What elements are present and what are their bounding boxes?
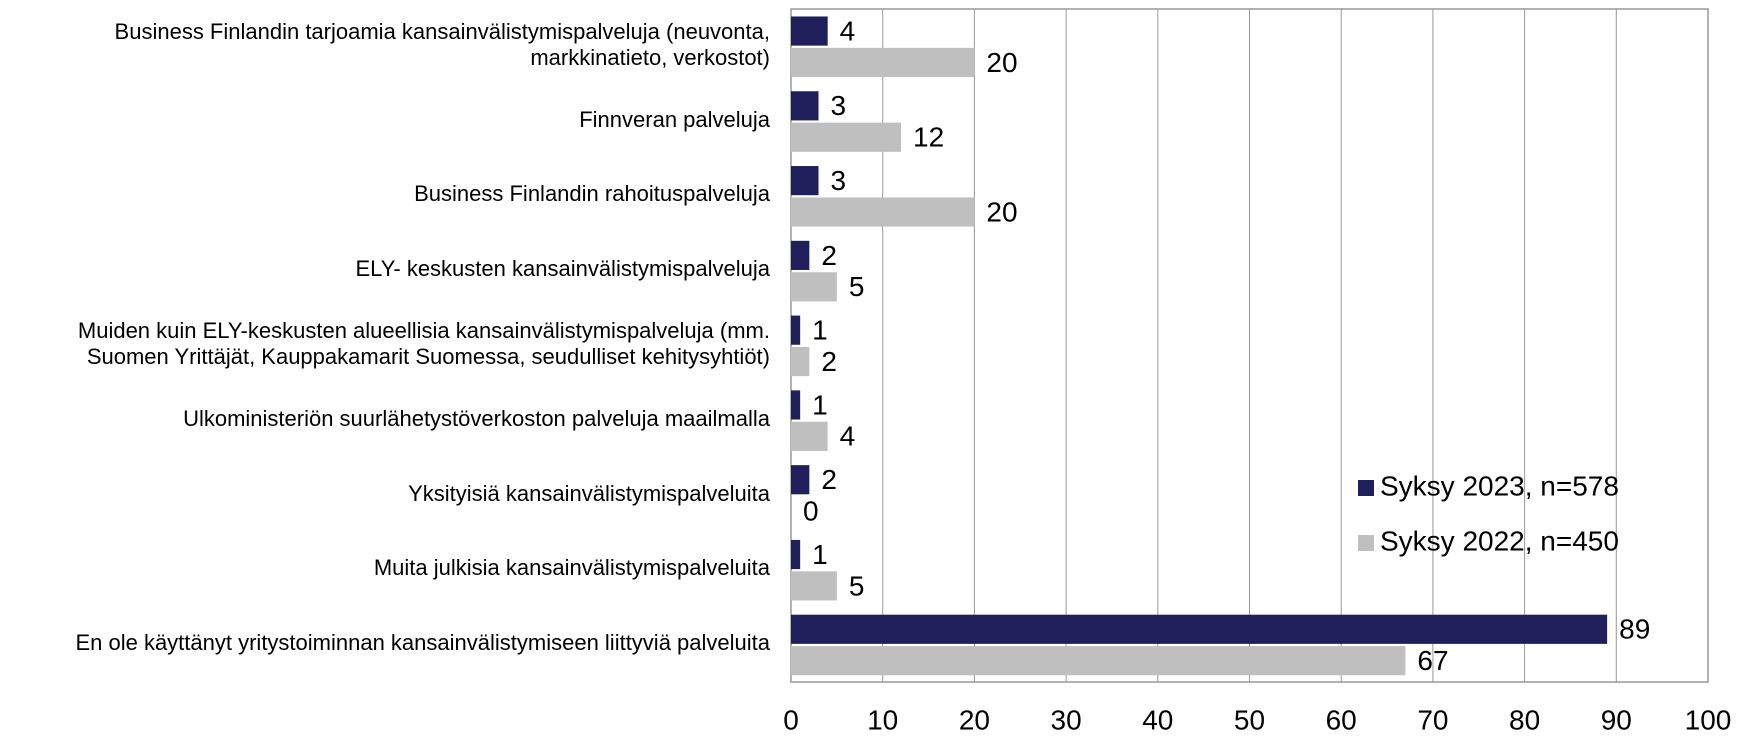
data-label: 2: [821, 240, 837, 271]
bar: [791, 122, 902, 152]
plot-border: [790, 8, 1709, 683]
legend-label: Syksy 2023, n=578: [1380, 470, 1619, 501]
data-label: 20: [986, 196, 1017, 227]
bar: [791, 315, 801, 345]
category-label: ELY- keskusten kansainvälistymispalveluj…: [355, 256, 770, 282]
x-tick-label: 80: [1509, 704, 1540, 735]
x-tick-label: 70: [1417, 704, 1448, 735]
data-label: 67: [1417, 645, 1448, 676]
x-tick-label: 30: [1051, 704, 1082, 735]
x-tick-label: 60: [1326, 704, 1357, 735]
bar: [791, 272, 837, 302]
x-tick-label: 50: [1234, 704, 1265, 735]
data-label: 20: [986, 47, 1017, 78]
bar: [791, 539, 801, 570]
bar: [791, 346, 810, 377]
category-label: En ole käyttänyt yritystoiminnan kansain…: [75, 630, 770, 656]
bar: [791, 465, 810, 495]
data-label: 4: [840, 15, 856, 46]
category-label: Business Finlandin rahoituspalveluja: [414, 181, 770, 207]
x-tick-label: 0: [783, 704, 799, 735]
category-label: Yksityisiä kansainvälistymispalveluita: [408, 480, 770, 506]
bar: [791, 166, 819, 196]
data-label: 1: [812, 315, 828, 346]
bar: [791, 91, 819, 121]
x-tick-label: 100: [1685, 704, 1732, 735]
x-tick-label: 40: [1142, 704, 1173, 735]
bar: [791, 390, 801, 420]
legend-swatch: [1358, 535, 1374, 551]
bar: [791, 421, 828, 451]
category-label: Ulkoministeriön suurlähetystöverkoston p…: [183, 405, 770, 431]
bar: [791, 197, 975, 227]
data-label: 5: [849, 271, 865, 302]
data-label: 12: [913, 122, 944, 153]
data-label: 0: [803, 496, 819, 527]
category-label: Business Finlandin tarjoamia kansainväli…: [114, 18, 770, 70]
bar: [791, 614, 1608, 644]
x-tick-label: 10: [867, 704, 898, 735]
data-label: 3: [831, 90, 847, 121]
bar: [791, 47, 975, 78]
bar: [791, 571, 837, 601]
data-label: 3: [831, 165, 847, 196]
category-label: Muita julkisia kansainvälistymispalvelui…: [373, 555, 770, 581]
bar: [791, 16, 828, 46]
data-label: 1: [812, 539, 828, 570]
data-label: 4: [840, 421, 856, 452]
data-label: 89: [1619, 614, 1650, 645]
data-label: 5: [849, 570, 865, 601]
legend-label: Syksy 2022, n=450: [1380, 525, 1619, 556]
data-label: 2: [821, 346, 837, 377]
category-label: Finnveran palveluja: [579, 106, 770, 132]
category-label: Muiden kuin ELY-keskusten alueellisia ka…: [77, 318, 770, 369]
bar: [791, 240, 810, 270]
legend-swatch: [1358, 480, 1374, 496]
data-label: 1: [812, 389, 828, 420]
data-label: 2: [821, 464, 837, 495]
x-tick-label: 90: [1601, 704, 1632, 735]
bar: [791, 646, 1406, 676]
x-tick-label: 20: [959, 704, 990, 735]
